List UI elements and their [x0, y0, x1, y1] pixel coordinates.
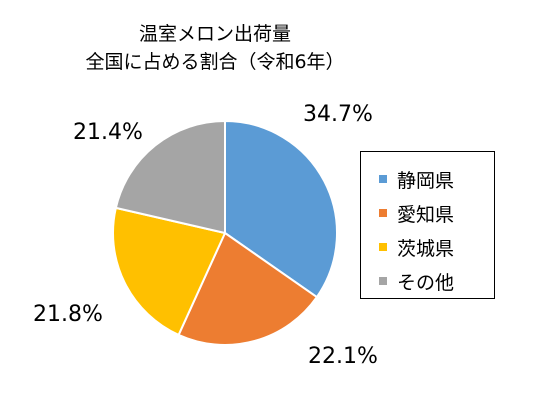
legend-item-ibaraki: 茨城県 [379, 232, 454, 262]
pie-slice-shizuoka [224, 120, 338, 299]
legend-label-other: その他 [397, 271, 455, 294]
legend-label-ibaraki: 茨城県 [397, 237, 455, 260]
chart-legend: 静岡県 愛知県 茨城県 その他 [360, 151, 495, 299]
pie-slice-ibaraki [111, 206, 226, 336]
legend-item-shizuoka: 静岡県 [379, 164, 454, 194]
data-label-shizuoka: 34.7% [303, 102, 373, 127]
legend-swatch-ibaraki [379, 243, 387, 251]
data-label-aichi: 22.1% [308, 344, 378, 369]
data-label-ibaraki: 21.8% [33, 302, 103, 327]
legend-swatch-other [379, 277, 387, 285]
data-label-other: 21.4% [73, 120, 143, 145]
legend-swatch-aichi [379, 209, 387, 217]
legend-label-shizuoka: 静岡県 [397, 169, 455, 192]
legend-item-aichi: 愛知県 [379, 198, 454, 228]
legend-label-aichi: 愛知県 [397, 203, 455, 226]
legend-item-other: その他 [379, 266, 454, 296]
legend-swatch-shizuoka [379, 175, 387, 183]
chart-title-line-2: 全国に占める割合（令和6年） [85, 51, 345, 73]
pie-slice-other [114, 120, 226, 234]
chart-title-line-1: 温室メロン出荷量 [138, 23, 291, 45]
